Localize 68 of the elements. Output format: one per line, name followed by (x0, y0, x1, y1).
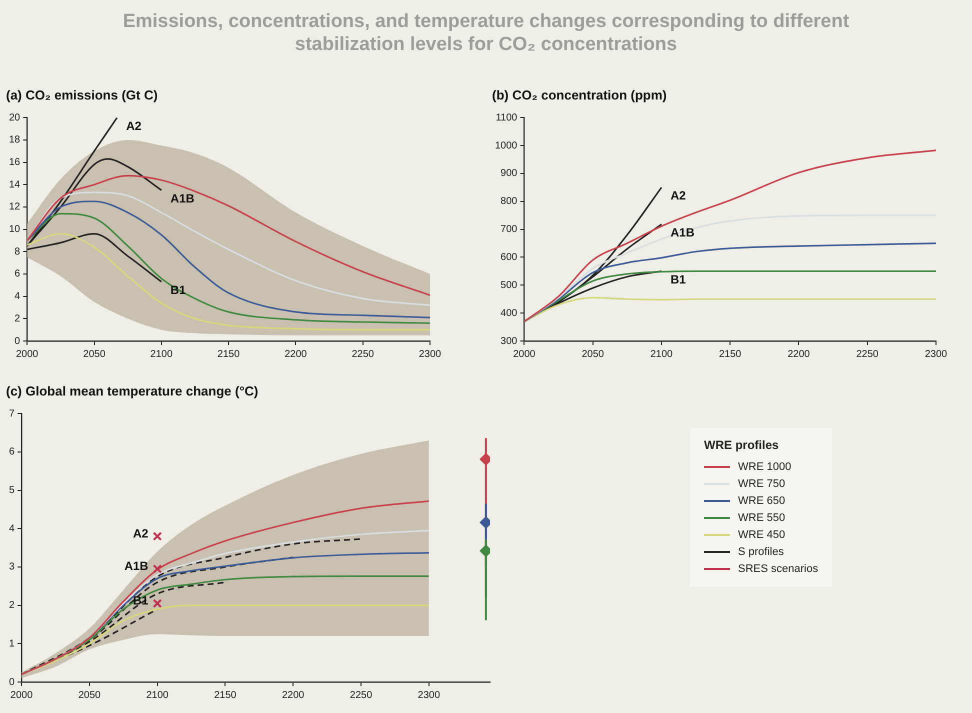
y-tick-label: 12 (9, 202, 21, 213)
y-tick-label: 14 (9, 179, 21, 190)
y-tick-label: 2 (9, 600, 15, 612)
chart-subtitle: (a) CO₂ emissions (Gt C) (6, 87, 158, 102)
series-label: A2 (126, 118, 142, 133)
series-label: A2 (670, 188, 686, 203)
y-tick-label: 6 (9, 446, 15, 458)
x-tick-label: 2000 (513, 348, 536, 360)
legend-title: WRE profiles (704, 438, 780, 452)
chart-title: (c) Global mean temperature change (°C) (6, 383, 258, 398)
x-tick-label: 2250 (856, 348, 879, 360)
x-tick-label: 2000 (16, 348, 39, 360)
chart-title: (b) CO₂ concentration (ppm) (492, 87, 667, 102)
y-tick-label: 1100 (496, 112, 518, 124)
y-tick-label: 4 (9, 523, 15, 534)
y-tick-label: 16 (9, 157, 21, 168)
x-tick-label: 2100 (150, 348, 173, 360)
y-tick-label: 2 (14, 313, 21, 324)
y-tick-label: 300 (500, 336, 518, 347)
y-tick-label: 3 (9, 562, 15, 573)
x-tick-label: 2200 (284, 348, 308, 360)
x-tick-label: 2050 (78, 690, 102, 701)
y-tick-label: 800 (500, 196, 518, 208)
annotation: A1B (124, 559, 149, 574)
legend-label: WRE 650 (738, 494, 786, 506)
legend-label: WRE 750 (738, 478, 786, 490)
legend-label: WRE 550 (738, 512, 786, 524)
y-tick-label: 6 (14, 268, 21, 280)
annotation: A2 (132, 526, 149, 541)
x-tick-label: 2300 (924, 348, 948, 360)
series-label: B1 (670, 272, 686, 286)
series-label: A1B (170, 192, 195, 206)
x-tick-label: 2300 (418, 690, 440, 701)
legend-label: SRES scenarios (738, 562, 818, 574)
y-tick-label: 600 (500, 252, 518, 263)
x-tick-label: 2200 (788, 348, 810, 360)
y-tick-label: 7 (9, 408, 15, 420)
x-tick-label: 2050 (582, 348, 604, 360)
x-tick-label: 2250 (352, 348, 374, 360)
x-tick-label: 2200 (282, 690, 305, 701)
legend-label: WRE 450 (738, 528, 786, 540)
y-tick-label: 4 (14, 291, 21, 302)
y-tick-label: 10 (9, 224, 21, 236)
y-tick-label: 700 (500, 224, 518, 236)
y-tick-label: 18 (9, 134, 21, 146)
y-tick-label: 0 (14, 336, 21, 347)
x-tick-label: 2150 (719, 348, 742, 360)
x-tick-label: 2100 (650, 348, 674, 360)
y-tick-label: 20 (9, 112, 21, 124)
y-tick-label: 1000 (494, 140, 518, 152)
legend-label: WRE 1000 (738, 460, 792, 472)
x-tick-label: 2250 (350, 690, 373, 701)
x-tick-label: 2150 (217, 348, 240, 360)
x-tick-label: 2300 (418, 348, 442, 360)
legend-label: S profiles (738, 546, 784, 558)
x-tick-label: 2000 (10, 690, 34, 701)
x-tick-label: 2150 (214, 690, 237, 701)
y-tick-label: 0 (9, 676, 15, 688)
y-tick-label: 5 (9, 485, 15, 496)
series-label: A1B (670, 226, 695, 240)
x-tick-label: 2100 (146, 690, 169, 701)
y-tick-label: 400 (500, 308, 518, 319)
y-tick-label: 500 (500, 280, 518, 291)
y-tick-label: 900 (500, 168, 518, 180)
y-tick-label: 1 (9, 638, 15, 650)
text: Emissions, concentrations, and temperature changes corresponding to different stabilization levels for CO₂ concentrations (122, 10, 850, 56)
y-tick-label: 8 (14, 246, 21, 258)
x-tick-label: 2050 (83, 348, 106, 360)
